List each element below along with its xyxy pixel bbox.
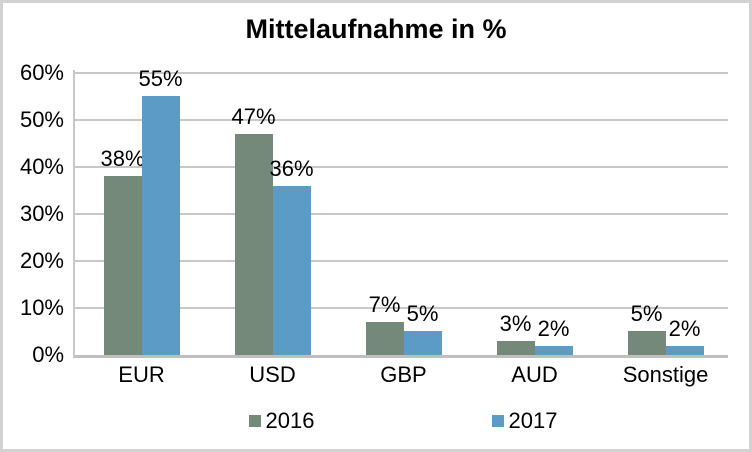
legend-item-2016: 2016 [248,408,315,434]
plot-area: 0% 10% 20% 30% 40% 50% 60% 38% 55% EUR 47% 36% USD 7%… [3,3,749,449]
chart-title: Mittelaufnahme in % [245,14,507,44]
bar-value-label: 2% [668,316,701,341]
bar-value-label: 7% [368,292,401,317]
y-axis-label: 50% [19,107,64,132]
bar-value-label: 2% [537,316,570,341]
y-axis-label: 20% [19,248,64,273]
gridline [73,72,728,74]
legend-label: 2016 [265,408,315,433]
bar-2016 [496,341,535,355]
legend-swatch [491,415,504,427]
gridline [73,166,728,168]
bar-value-label: 3% [499,311,532,336]
x-axis-label: USD [249,362,296,387]
bar-2017 [141,96,180,355]
y-axis-label: 60% [19,60,64,85]
bar-value-label: 47% [231,104,276,129]
y-axis-label: 0% [32,342,64,367]
bar-value-label: 5% [406,301,439,326]
x-axis-label: AUD [511,362,558,387]
y-axis-line [73,70,75,357]
gridline [73,213,728,215]
bar-2016 [365,322,404,355]
bar-2017 [534,346,573,355]
y-axis-label: 40% [19,154,64,179]
bar-value-label: 5% [630,301,663,326]
legend-swatch [248,415,261,427]
gridline [73,307,728,309]
bar-2017 [272,186,311,355]
bar-2016 [234,134,273,355]
gridline [73,260,728,262]
bar-value-label: 38% [100,146,145,171]
legend-item-2017: 2017 [491,408,558,434]
gridline [73,119,728,121]
bar-2016 [627,331,666,355]
y-axis-label: 30% [19,201,64,226]
y-axis-label: 10% [19,295,64,320]
bar-2017 [403,331,442,355]
x-axis-line [73,355,728,358]
legend-label: 2017 [508,408,558,433]
bar-2016 [103,176,142,355]
bar-2017 [665,346,704,355]
x-axis-label: Sonstige [622,362,709,387]
x-axis-label: EUR [118,362,165,387]
legend: 2016 2017 [30,408,749,434]
bar-value-label: 55% [138,66,183,91]
bar-value-label: 36% [269,156,314,181]
x-axis-label: GBP [380,362,427,387]
